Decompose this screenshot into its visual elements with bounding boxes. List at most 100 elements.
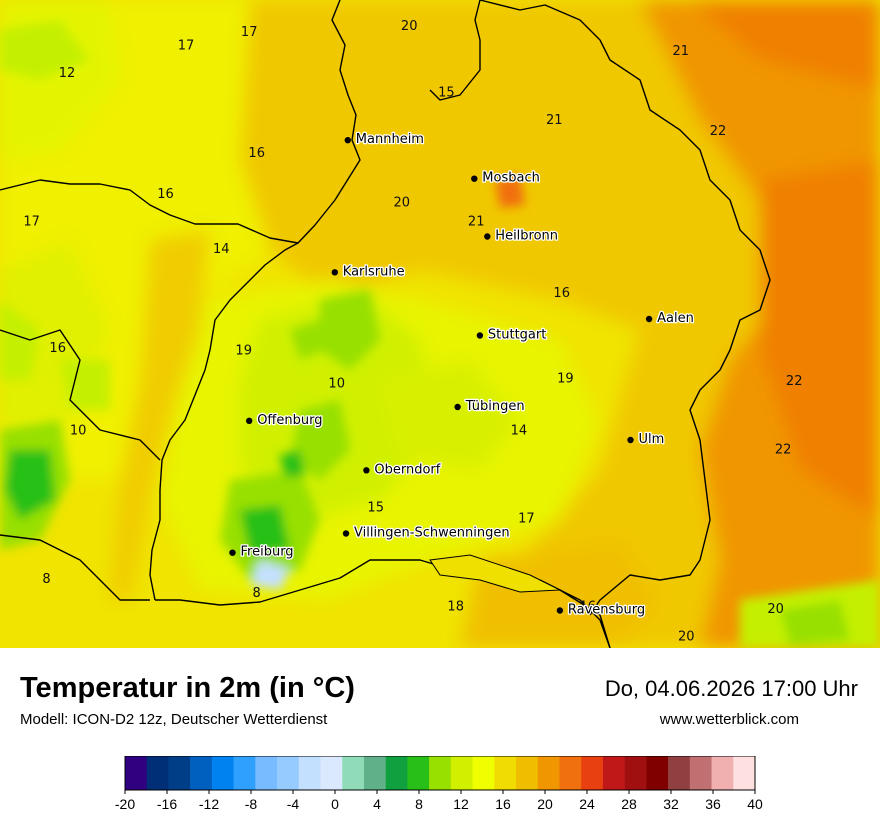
city-dot <box>556 607 564 614</box>
city-marker: Mosbach <box>471 169 541 187</box>
city-label: Stuttgart <box>488 328 546 343</box>
color-scale-ticks: -20 -16 -12 -8 -4 0 4 8 12 16 20 24 28 32 36 40 <box>115 790 763 812</box>
scale-tick-label: 28 <box>621 796 637 812</box>
color-swatch <box>733 756 756 790</box>
city-marker: Oberndorf <box>363 461 442 479</box>
color-swatch <box>211 756 234 790</box>
city-markers: Mannheim Mosbach Heilbronn Karlsruhe Stuttga… <box>229 131 695 619</box>
city-label: Ulm <box>639 432 665 447</box>
city-dot <box>645 315 653 323</box>
temperature-value: 17 <box>518 512 535 527</box>
temperature-value: 20 <box>394 195 411 210</box>
temperature-field <box>0 0 880 648</box>
color-swatch <box>320 756 343 790</box>
scale-tick-label: -4 <box>287 796 300 812</box>
temperature-value: 16 <box>248 146 265 161</box>
info-panel: Temperatur in 2m (in °C) Modell: ICON-D2… <box>0 648 880 830</box>
scale-tick-label: 40 <box>747 796 763 812</box>
color-swatch <box>407 756 430 790</box>
city-marker: Villingen-Schwenningen <box>342 524 511 542</box>
city-marker: Tübingen <box>454 398 526 415</box>
city-marker: Karlsruhe <box>331 263 406 281</box>
temperature-value: 22 <box>710 124 727 139</box>
color-swatch <box>450 756 473 790</box>
color-swatch <box>689 756 712 790</box>
scale-tick-label: 16 <box>495 796 511 812</box>
temperature-value: 16 <box>49 341 66 356</box>
color-swatch <box>233 756 256 790</box>
city-marker: Heilbronn <box>484 227 559 245</box>
color-swatch <box>363 756 386 790</box>
city-label: Heilbronn <box>495 229 558 244</box>
temperature-value: 21 <box>546 113 563 128</box>
temperature-value: 18 <box>447 600 464 615</box>
city-dot <box>484 233 491 240</box>
temperature-value: 17 <box>241 25 258 40</box>
color-swatch <box>494 756 517 790</box>
temperature-value: 15 <box>438 85 455 100</box>
city-marker: Ravensburg <box>556 601 646 619</box>
color-swatch <box>342 756 365 790</box>
scale-tick-label: -20 <box>115 796 135 812</box>
city-label: Offenburg <box>257 413 322 428</box>
temperature-value: 8 <box>42 572 50 587</box>
temperature-value: 8 <box>253 586 261 601</box>
color-swatch <box>711 756 734 790</box>
temperature-value: 20 <box>767 602 784 617</box>
color-swatch <box>624 756 647 790</box>
city-marker: Aalen <box>645 310 695 327</box>
map-title: Temperatur in 2m (in °C) <box>20 672 355 704</box>
city-dot <box>342 530 350 537</box>
color-swatch <box>277 756 300 790</box>
temperature-value: 22 <box>775 443 792 458</box>
scale-tick-label: 0 <box>331 796 339 812</box>
city-marker: Offenburg <box>246 411 324 429</box>
temperature-value: 21 <box>468 215 485 230</box>
scale-tick-label: 8 <box>415 796 423 812</box>
temperature-value: 14 <box>213 242 230 257</box>
temperature-value: 16 <box>580 600 597 615</box>
temperature-map: 20 17 17 12 21 15 21 22 16 16 20 17 21 14 16 16 19 19 22 10… <box>0 0 880 648</box>
color-swatch <box>668 756 691 790</box>
temperature-value: 15 <box>367 501 384 516</box>
color-swatch <box>429 756 452 790</box>
color-scale-bar <box>124 756 756 791</box>
color-swatch <box>602 756 625 790</box>
city-label: Tübingen <box>465 399 525 414</box>
color-swatch <box>559 756 582 790</box>
city-dot <box>229 549 236 556</box>
forecast-datetime: Do, 04.06.2026 17:00 Uhr <box>604 676 858 701</box>
city-marker: Freiburg <box>229 543 295 561</box>
color-scale-frame <box>124 756 756 791</box>
city-dot <box>363 467 370 474</box>
city-dot <box>454 403 461 411</box>
city-label: Oberndorf <box>374 462 440 477</box>
temperature-value: 17 <box>178 39 195 54</box>
temperature-value: 22 <box>786 374 803 389</box>
city-dot <box>471 175 478 182</box>
city-label: Villingen-Schwenningen <box>354 526 510 541</box>
temperature-value: 17 <box>23 215 40 230</box>
temperature-value: 14 <box>511 424 528 439</box>
city-dot <box>344 137 351 144</box>
temperature-value: 10 <box>328 377 345 392</box>
scale-tick-label: -8 <box>245 796 258 812</box>
website-link[interactable]: www.wetterblick.com <box>659 711 799 728</box>
city-dot <box>331 269 338 276</box>
temperature-value: 20 <box>401 19 418 34</box>
temperature-value: 16 <box>553 286 570 301</box>
scale-tick-label: 20 <box>537 796 553 812</box>
temperature-value: 19 <box>557 371 574 386</box>
color-scale-legend: -20 -16 -12 -8 -4 0 4 8 12 16 20 24 28 32 36 40 <box>115 756 763 812</box>
city-label: Mosbach <box>482 171 540 186</box>
color-swatch <box>255 756 278 790</box>
temperature-value: 12 <box>59 66 76 81</box>
color-swatch <box>537 756 560 790</box>
temperature-value: 10 <box>70 424 87 439</box>
city-dot <box>476 332 484 339</box>
city-marker: Ulm <box>627 431 666 448</box>
scale-tick-label: 36 <box>705 796 721 812</box>
scale-tick-label: -16 <box>157 796 177 812</box>
scale-tick-label: 12 <box>453 796 469 812</box>
state-borders <box>0 0 771 648</box>
